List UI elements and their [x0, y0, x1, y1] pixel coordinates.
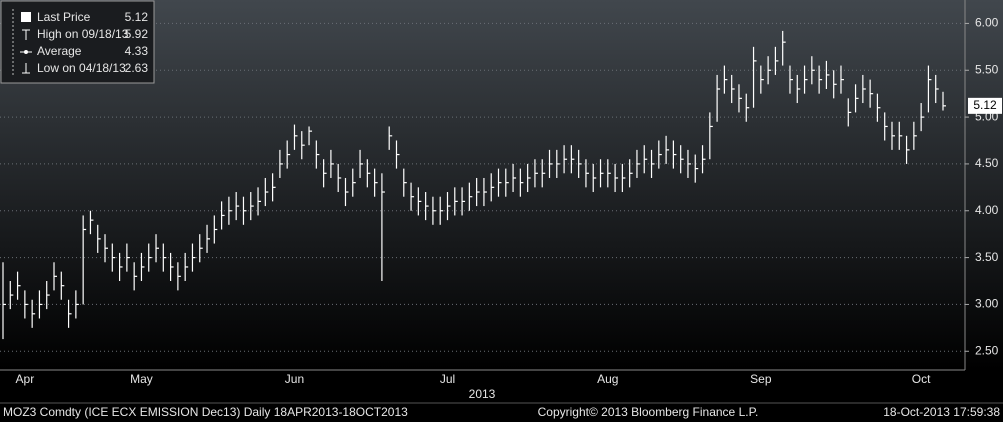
y-tick-label: 3.50 — [975, 250, 999, 264]
y-tick-label: 4.00 — [975, 203, 999, 217]
x-tick-label: Jun — [285, 372, 304, 386]
x-tick-label: Sep — [750, 372, 772, 386]
footer-center: Copyright© 2013 Bloomberg Finance L.P. — [538, 405, 759, 419]
x-tick-label: Jul — [440, 372, 455, 386]
legend-label: Low on 04/18/13 — [37, 61, 126, 75]
legend-icon — [22, 63, 30, 74]
y-tick-label: 5.50 — [975, 62, 999, 76]
legend: Last Price 5.12 High on 09/18/13 5.92 Av… — [0, 0, 155, 84]
x-tick-label: Oct — [912, 372, 931, 386]
footer-right: 18-Oct-2013 17:59:38 — [883, 405, 1000, 419]
legend-label: Average — [37, 44, 82, 58]
last-price-label: 5.12 — [973, 98, 997, 112]
y-tick-label: 3.00 — [975, 297, 999, 311]
y-tick-label: 4.50 — [975, 156, 999, 170]
legend-label: High on 09/18/13 — [37, 27, 129, 41]
x-axis-year: 2013 — [469, 387, 496, 401]
legend-swatch — [21, 12, 31, 22]
legend-value: 2.63 — [125, 61, 149, 75]
y-tick-label: 2.50 — [975, 343, 999, 357]
plot-background — [0, 0, 1003, 370]
legend-value: 5.92 — [125, 27, 149, 41]
legend-value: 5.12 — [125, 10, 149, 24]
x-tick-label: Apr — [16, 372, 35, 386]
legend-label: Last Price — [37, 10, 91, 24]
x-tick-label: May — [130, 372, 153, 386]
legend-icon — [22, 29, 30, 40]
legend-icon — [24, 50, 28, 54]
y-tick-label: 6.00 — [975, 16, 999, 30]
x-tick-label: Aug — [597, 372, 618, 386]
last-price-tag — [968, 97, 1002, 114]
legend-value: 4.33 — [125, 44, 149, 58]
footer-left: MOZ3 Comdty (ICE ECX EMISSION Dec13) Dai… — [3, 405, 408, 419]
